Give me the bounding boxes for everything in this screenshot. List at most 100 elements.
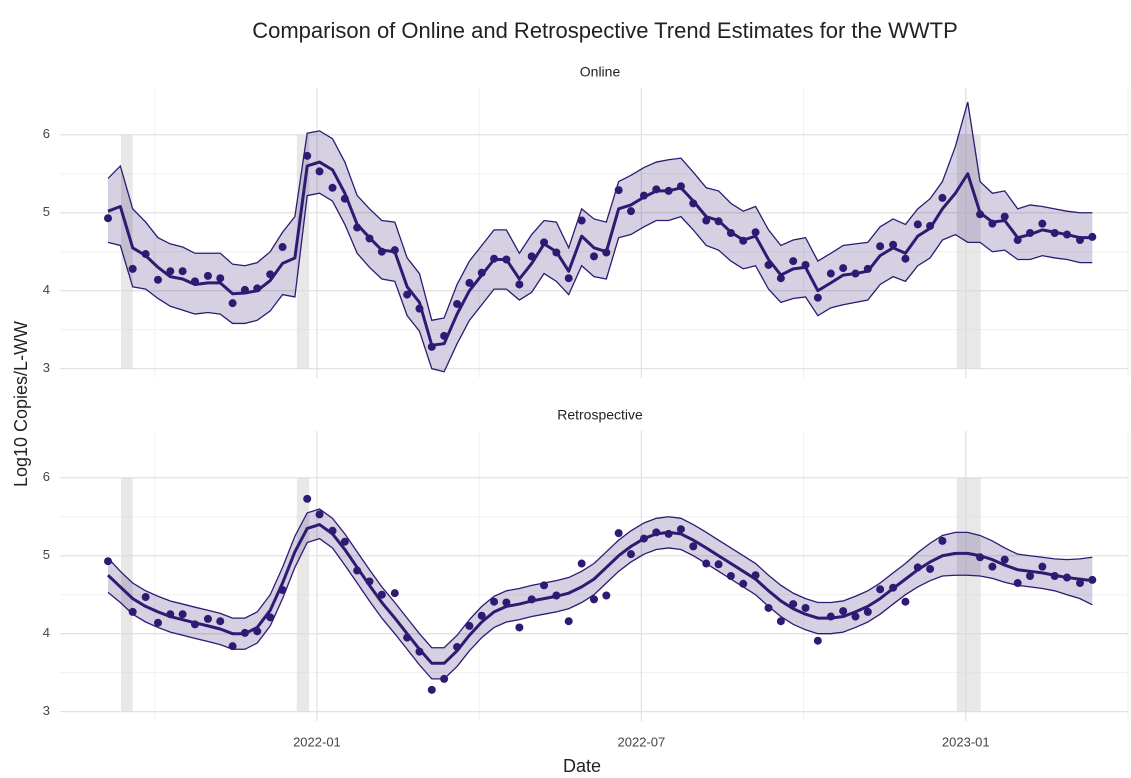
y-tick-label: 6 bbox=[43, 469, 50, 484]
observation-point bbox=[577, 559, 586, 568]
observation-point bbox=[178, 610, 187, 619]
observation-point bbox=[639, 191, 648, 200]
observation-point bbox=[315, 167, 324, 176]
observation-point bbox=[390, 589, 399, 598]
observation-point bbox=[128, 264, 137, 273]
observation-point bbox=[564, 617, 573, 626]
observation-point bbox=[415, 647, 424, 656]
observation-point bbox=[1000, 555, 1009, 564]
observation-point bbox=[216, 274, 225, 283]
observation-point bbox=[590, 252, 598, 261]
facet-title: Retrospective bbox=[557, 407, 643, 423]
observation-point bbox=[664, 529, 673, 538]
observation-point bbox=[377, 590, 386, 599]
y-tick-label: 6 bbox=[43, 126, 50, 141]
observation-point bbox=[340, 194, 349, 203]
observation-point bbox=[776, 274, 785, 283]
observation-point bbox=[1000, 212, 1009, 221]
observation-point bbox=[552, 591, 561, 600]
y-tick-label: 4 bbox=[43, 625, 50, 640]
observation-point bbox=[128, 607, 137, 616]
observation-point bbox=[1038, 562, 1047, 571]
x-tick-label: 2022-01 bbox=[293, 734, 341, 749]
observation-point bbox=[639, 534, 648, 543]
observation-point bbox=[328, 183, 337, 192]
observation-point bbox=[490, 597, 499, 606]
observation-point bbox=[1026, 229, 1035, 237]
observation-point bbox=[377, 247, 386, 256]
observation-point bbox=[702, 216, 711, 225]
observation-point bbox=[104, 214, 113, 223]
observation-point bbox=[527, 595, 536, 604]
observation-point bbox=[166, 267, 175, 276]
y-tick-label: 5 bbox=[43, 547, 50, 562]
observation-point bbox=[976, 210, 985, 219]
observation-point bbox=[602, 248, 611, 257]
observation-point bbox=[577, 216, 586, 225]
x-tick-label: 2023-01 bbox=[942, 734, 990, 749]
chart-title: Comparison of Online and Retrospective T… bbox=[252, 18, 958, 43]
observation-point bbox=[764, 260, 773, 269]
observation-point bbox=[714, 217, 723, 226]
observation-point bbox=[739, 579, 748, 588]
observation-point bbox=[689, 199, 698, 208]
ribbon-upper-line bbox=[107, 508, 1093, 649]
shaded-span bbox=[956, 477, 981, 712]
observation-point bbox=[901, 597, 910, 606]
observation-point bbox=[477, 268, 486, 277]
observation-point bbox=[340, 537, 349, 546]
observation-point bbox=[789, 600, 798, 609]
observation-point bbox=[303, 151, 312, 160]
observation-point bbox=[751, 228, 760, 237]
observation-point bbox=[153, 618, 162, 627]
observation-point bbox=[626, 550, 635, 559]
observation-point bbox=[141, 250, 150, 259]
observation-point bbox=[253, 284, 262, 293]
observation-point bbox=[801, 260, 810, 269]
observation-point bbox=[1050, 229, 1059, 237]
observation-point bbox=[303, 494, 312, 503]
observation-point bbox=[851, 269, 860, 278]
observation-point bbox=[253, 627, 262, 636]
observation-point bbox=[614, 186, 623, 195]
observation-point bbox=[764, 603, 773, 612]
observation-point bbox=[141, 593, 150, 602]
observation-point bbox=[1063, 573, 1072, 582]
observation-point bbox=[1075, 236, 1084, 245]
observation-point bbox=[652, 185, 661, 194]
confidence-ribbon bbox=[108, 102, 1093, 372]
observation-point bbox=[564, 274, 573, 283]
observation-point bbox=[776, 617, 785, 626]
observation-point bbox=[726, 229, 735, 237]
observation-point bbox=[203, 614, 212, 623]
observation-point bbox=[178, 267, 187, 276]
observation-point bbox=[365, 577, 374, 586]
observation-point bbox=[876, 585, 885, 594]
observation-point bbox=[240, 285, 249, 294]
observation-point bbox=[702, 559, 711, 568]
observation-point bbox=[278, 243, 287, 252]
observation-point bbox=[540, 581, 549, 590]
observation-point bbox=[714, 560, 723, 569]
observation-point bbox=[614, 529, 623, 538]
observation-point bbox=[863, 607, 872, 616]
observation-point bbox=[490, 254, 499, 263]
observation-point bbox=[938, 536, 947, 545]
observation-point bbox=[427, 342, 436, 351]
confidence-ribbon bbox=[108, 508, 1093, 679]
observation-point bbox=[353, 566, 362, 575]
observation-point bbox=[652, 528, 661, 537]
observation-point bbox=[813, 636, 822, 645]
observation-point bbox=[689, 542, 698, 551]
observation-point bbox=[851, 612, 860, 621]
ribbon-upper-line bbox=[107, 101, 1093, 322]
observation-point bbox=[926, 221, 935, 230]
observation-point bbox=[863, 264, 872, 273]
observation-point bbox=[602, 591, 611, 600]
shaded-span bbox=[120, 134, 133, 369]
observation-point bbox=[216, 617, 225, 626]
observation-point bbox=[415, 304, 424, 313]
observation-point bbox=[552, 248, 561, 257]
observation-point bbox=[278, 586, 287, 595]
